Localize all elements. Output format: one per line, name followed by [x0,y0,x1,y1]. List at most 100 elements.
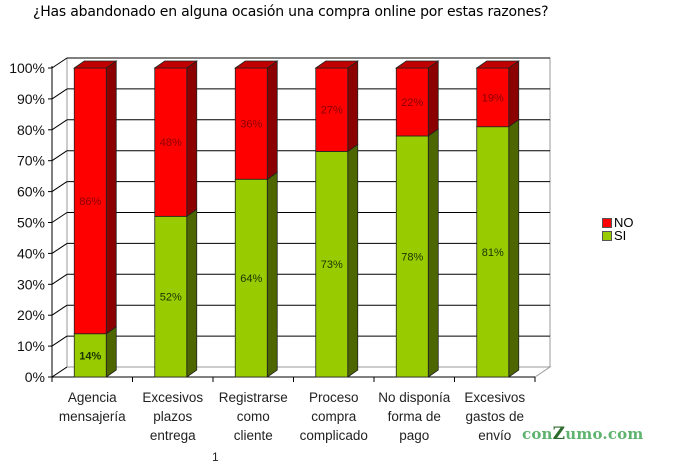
category-label-line: Proceso [308,390,359,405]
category-label: Registrarse como cliente [212,388,294,445]
bar-si-front [154,215,188,378]
category-label-line: forma de [387,409,441,424]
y-tick-label: 40% [17,245,45,261]
gridline-diagonal [51,181,68,193]
bar-no-front [476,67,510,128]
watermark-post: umo.com [565,425,644,443]
watermark-z: Z [552,424,566,444]
category-label-line: como [236,409,270,424]
bar-no-front [154,67,188,217]
legend-item-no: NO [602,216,634,229]
category-label-line: complicado [299,428,368,443]
bar-label-si: 78% [401,251,423,263]
y-tick-label: 70% [17,153,45,169]
bar-label-no: 22% [401,97,423,109]
bar-label-no: 19% [482,92,504,104]
bar-label-no: 48% [160,137,182,149]
bar-label-si: 52% [160,292,182,304]
bar-label-si: 81% [482,247,504,259]
legend-label-si: SI [614,228,627,243]
category-label-line: gastos de [465,409,525,424]
y-tick-label: 60% [17,184,45,200]
y-tick-label: 30% [17,276,45,292]
category-label: Excesivos plazos entrega [132,388,214,445]
category-label-line: Registrarse [218,390,288,405]
watermark-pre: con [522,425,553,443]
legend-label-no: NO [614,215,634,230]
category-label: Agencia mensajería [51,388,133,426]
category-label: No disponía forma de pago [373,388,455,445]
gridline-diagonal [51,273,68,285]
y-tick-label: 50% [17,215,45,231]
bar-no-side [347,60,359,153]
gridline-diagonal [51,212,68,223]
bar-no-side [508,60,520,128]
chart-title: ¿Has abandonado en alguna ocasión una co… [33,4,549,20]
bar-no-top [475,60,521,69]
bar-label-si: 64% [240,273,262,285]
bar-si-side [347,143,359,378]
gridline-diagonal [51,88,68,100]
bar-no-front [315,67,349,152]
category-label-line: Agencia [67,390,117,405]
bar-label-no: 36% [240,119,262,131]
bar-label-si: 73% [321,259,343,271]
bar-si-front [395,135,429,378]
bar-no-side [266,60,278,181]
bar-label-no: 27% [321,105,343,117]
conzumo-watermark-logo: conZumo.com [522,424,643,444]
gridline-diagonal [51,119,68,131]
category-label-line: entrega [149,428,196,443]
gridline-diagonal [51,242,68,254]
gridline-diagonal [51,335,68,347]
bar-si-side [427,128,439,378]
bar-no-side [105,60,117,335]
category-label-line: Excesivos [464,390,526,405]
legend-swatch-si [602,230,612,241]
bar-no-top [233,60,279,69]
bar-no-front [73,67,107,335]
gridline-diagonal [51,304,68,316]
y-tick-label: 20% [17,307,45,323]
plot-floor [50,366,552,378]
y-tick-label: 80% [17,122,45,138]
bar-label-no: 86% [79,196,101,208]
category-label-line: No disponía [378,390,451,405]
category-label-line: compra [311,409,357,424]
bar-no-side [186,60,198,218]
bar-no-top [314,60,360,69]
bar-no-top [394,60,440,69]
bar-si-side [105,325,117,378]
category-label: Proceso compra complicado [293,388,375,445]
category-label: Excesivos gastos de envío [454,388,536,445]
category-label-line: envío [478,428,512,443]
category-label-line: plazos [153,409,193,424]
y-tick-label: 10% [17,338,45,354]
bar-no-front [395,67,429,137]
legend: NO SI [602,216,634,242]
y-tick-label: 0% [25,369,45,385]
bar-no-top [72,60,118,69]
bar-si-front [315,151,349,378]
gridline-diagonal [51,150,68,162]
legend-swatch-no [602,217,612,228]
gridline-diagonal [51,57,68,69]
category-label-line: mensajería [58,409,126,424]
gridline-diagonal [51,366,68,378]
bar-si-side [508,118,520,378]
bar-si-side [186,208,198,378]
y-tick-label: 90% [17,91,45,107]
bar-no-side [427,60,439,137]
bar-si-front [234,178,268,378]
y-tick-label: 100% [9,60,45,76]
stray-mark: 1 [212,450,219,464]
bar-no-top [153,60,199,69]
bar-label-si: 14% [79,350,101,362]
category-label-line: pago [399,428,430,443]
bar-si-front [73,333,107,378]
bar-si-side [266,171,278,378]
category-label-line: Excesivos [142,390,204,405]
legend-item-si: SI [602,229,634,242]
category-label-line: cliente [233,428,273,443]
